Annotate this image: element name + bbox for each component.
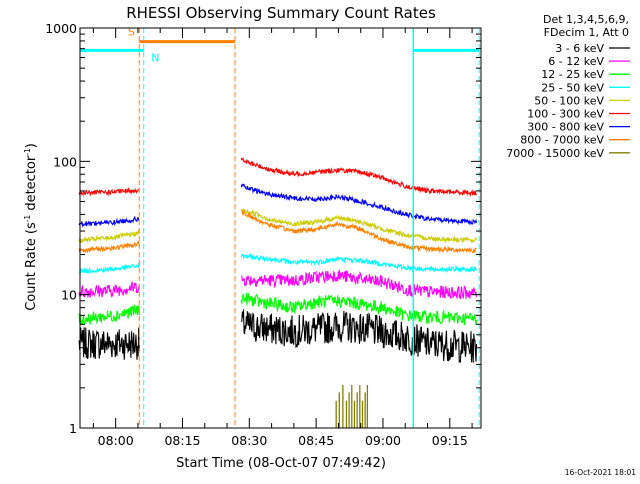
x-axis-label: Start Time (08-Oct-07 07:49:42) <box>176 456 386 471</box>
legend: Det 1,3,4,5,6,9,FDecim 1, Att 0 3 - 6 keV… <box>506 13 630 160</box>
series-line-3-6-seg1 <box>240 309 478 364</box>
series-line-50-100-seg0 <box>78 228 140 244</box>
legend-label: 6 - 12 keV <box>548 55 604 68</box>
night-label: N <box>151 52 159 65</box>
y-tick-label: 1 <box>69 421 77 436</box>
x-tick-label: 08:30 <box>231 433 267 448</box>
plot-frame <box>79 27 482 429</box>
series-line-50-100-seg1 <box>240 208 478 244</box>
x-tick-label: 09:15 <box>432 433 468 448</box>
series-line-300-800-seg0 <box>78 215 140 228</box>
legend-label: 800 - 7000 keV <box>520 134 604 147</box>
x-tick-label: 09:00 <box>365 433 401 448</box>
legend-header-line: FDecim 1, Att 0 <box>544 26 629 39</box>
y-tick-label: 10 <box>61 288 77 303</box>
series-line-12-25-seg1 <box>240 292 478 326</box>
legend-label: 12 - 25 keV <box>541 68 604 81</box>
series-line-800-7000-seg0 <box>78 240 140 254</box>
series-line-12-25-seg0 <box>78 304 140 325</box>
x-tick-label: 08:15 <box>164 433 200 448</box>
x-tick-label: 08:45 <box>298 433 334 448</box>
series-line-25-50-seg1 <box>240 252 477 274</box>
series-line-6-12-seg1 <box>241 269 478 300</box>
series-line-25-50-seg0 <box>78 261 140 274</box>
series-line-800-7000-seg1 <box>241 209 477 254</box>
series-line-6-12-seg0 <box>78 281 140 299</box>
chart-title: RHESSI Observing Summary Count Rates <box>126 4 436 22</box>
legend-header-line: Det 1,3,4,5,6,9, <box>543 13 629 26</box>
footer-timestamp: 16-Oct-2021 18:01 <box>565 468 636 477</box>
series-line-100-300-seg0 <box>78 187 140 197</box>
saa-label: S <box>128 25 135 38</box>
y-axis-label: Count Rate (s-1 detector-1) <box>23 143 39 311</box>
legend-label: 50 - 100 keV <box>534 94 604 107</box>
series-line-300-800-seg1 <box>240 183 478 226</box>
y-tick-label: 100 <box>53 154 77 169</box>
x-tick-label: 08:00 <box>98 433 134 448</box>
series-line-3-6-seg0 <box>78 327 140 360</box>
y-tick-label: 1000 <box>45 21 77 36</box>
legend-label: 300 - 800 keV <box>527 121 604 134</box>
plot-area: S N 1 10 100 1000 08:00 08:15 08:30 08:45 09:00 09:… <box>45 21 482 448</box>
legend-label: 3 - 6 keV <box>555 42 604 55</box>
legend-label: 7000 - 15000 keV <box>506 147 604 160</box>
legend-label: 100 - 300 keV <box>527 108 604 121</box>
legend-label: 25 - 50 keV <box>541 81 604 94</box>
series-line-100-300-seg1 <box>240 156 477 197</box>
